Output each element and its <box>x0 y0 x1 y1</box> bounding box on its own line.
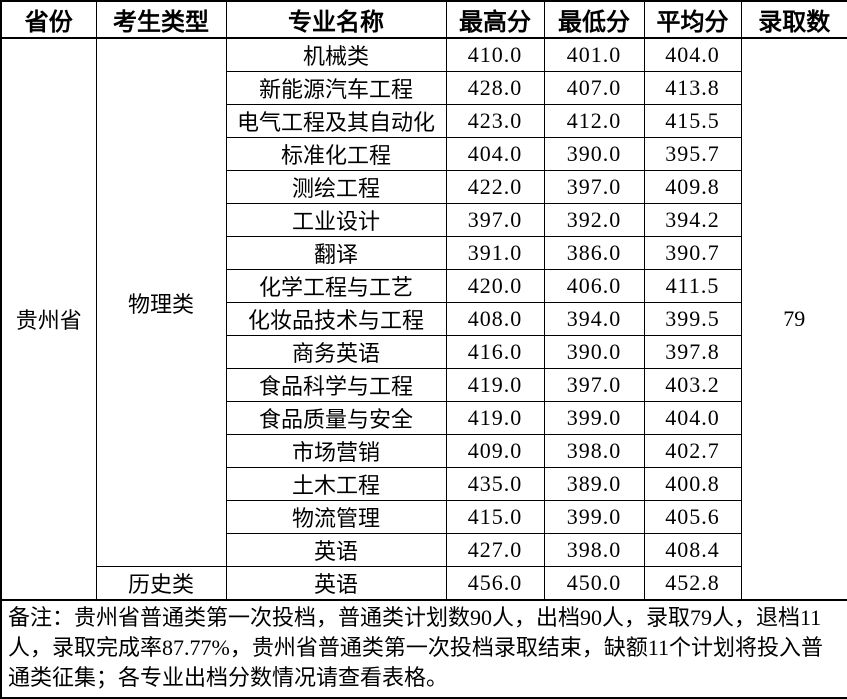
header-cell-province: 省份 <box>0 0 97 39</box>
major-cell: 英语 <box>225 533 447 567</box>
table-row: 市场营销 409.0 398.0 402.7 <box>1 434 847 468</box>
min-score-cell: 386.0 <box>543 236 645 270</box>
table-row: 贵州省 物理类 机械类 410.0 401.0 404.0 79 <box>0 37 847 601</box>
table-row: 测绘工程 422.0 397.0 409.8 <box>1 170 847 204</box>
avg-score-cell: 395.7 <box>643 137 742 171</box>
table-row: 历史类 英语 456.0 450.0 452.8 <box>1 566 847 601</box>
min-score-cell: 394.0 <box>543 302 645 336</box>
max-score-cell: 410.0 <box>445 37 545 72</box>
major-cell: 食品质量与安全 <box>225 401 447 435</box>
major-cell: 工业设计 <box>225 203 447 237</box>
min-score-cell: 390.0 <box>543 137 645 171</box>
header-cell-admit-count: 录取数 <box>740 0 847 39</box>
min-score-cell: 389.0 <box>543 467 645 501</box>
major-cell: 市场营销 <box>225 434 447 468</box>
avg-score-cell: 405.6 <box>643 500 742 534</box>
min-score-cell: 399.0 <box>543 500 645 534</box>
max-score-cell: 415.0 <box>445 500 545 534</box>
major-cell: 土木工程 <box>225 467 447 501</box>
max-score-cell: 391.0 <box>445 236 545 270</box>
min-score-cell: 397.0 <box>543 170 645 204</box>
avg-score-cell: 411.5 <box>643 269 742 303</box>
min-score-cell: 406.0 <box>543 269 645 303</box>
note-row: 备注：贵州省普通类第一次投档，普通类计划数90人，出档90人，录取79人，退档1… <box>0 599 847 699</box>
major-cell: 化学工程与工艺 <box>225 269 447 303</box>
major-cell: 新能源汽车工程 <box>225 71 447 105</box>
max-score-cell: 420.0 <box>445 269 545 303</box>
table-row: 翻译 391.0 386.0 390.7 <box>1 236 847 270</box>
min-score-cell: 392.0 <box>543 203 645 237</box>
avg-score-cell: 397.8 <box>643 335 742 369</box>
max-score-cell: 428.0 <box>445 71 545 105</box>
major-cell: 翻译 <box>225 236 447 270</box>
avg-score-cell: 409.8 <box>643 170 742 204</box>
min-score-cell: 401.0 <box>543 37 645 72</box>
note-cell: 备注：贵州省普通类第一次投档，普通类计划数90人，出档90人，录取79人，退档1… <box>0 599 847 699</box>
max-score-cell: 409.0 <box>445 434 545 468</box>
major-cell: 电气工程及其自动化 <box>225 104 447 138</box>
max-score-cell: 423.0 <box>445 104 545 138</box>
avg-score-cell: 403.2 <box>643 368 742 402</box>
max-score-cell: 419.0 <box>445 368 545 402</box>
min-score-cell: 450.0 <box>543 566 645 601</box>
max-score-cell: 427.0 <box>445 533 545 567</box>
avg-score-cell: 394.2 <box>643 203 742 237</box>
min-score-cell: 412.0 <box>543 104 645 138</box>
min-score-cell: 390.0 <box>543 335 645 369</box>
header-cell-avg-score: 平均分 <box>643 0 742 39</box>
major-cell: 测绘工程 <box>225 170 447 204</box>
major-cell: 英语 <box>225 566 447 601</box>
table-row: 英语 427.0 398.0 408.4 <box>1 533 847 567</box>
major-cell: 商务英语 <box>225 335 447 369</box>
avg-score-cell: 415.5 <box>643 104 742 138</box>
avg-score-cell: 413.8 <box>643 71 742 105</box>
candidate-type-history-cell: 历史类 <box>95 566 227 601</box>
header-cell-max-score: 最高分 <box>445 0 545 39</box>
header-row: 省份 考生类型 专业名称 最高分 最低分 平均分 录取数 <box>0 0 847 39</box>
major-cell: 标准化工程 <box>225 137 447 171</box>
table-row: 食品科学与工程 419.0 397.0 403.2 <box>1 368 847 402</box>
table-row: 食品质量与安全 419.0 399.0 404.0 <box>1 401 847 435</box>
avg-score-cell: 399.5 <box>643 302 742 336</box>
min-score-cell: 407.0 <box>543 71 645 105</box>
min-score-cell: 398.0 <box>543 533 645 567</box>
max-score-cell: 408.0 <box>445 302 545 336</box>
avg-score-cell: 400.8 <box>643 467 742 501</box>
admit-count-cell: 79 <box>740 37 847 601</box>
avg-score-cell: 452.8 <box>643 566 742 601</box>
table-row: 化学工程与工艺 420.0 406.0 411.5 <box>1 269 847 303</box>
avg-score-cell: 404.0 <box>643 37 742 72</box>
province-cell: 贵州省 <box>0 37 97 601</box>
major-cell: 物流管理 <box>225 500 447 534</box>
max-score-cell: 419.0 <box>445 401 545 435</box>
avg-score-cell: 390.7 <box>643 236 742 270</box>
table-row: 标准化工程 404.0 390.0 395.7 <box>1 137 847 171</box>
table-row: 工业设计 397.0 392.0 394.2 <box>1 203 847 237</box>
max-score-cell: 456.0 <box>445 566 545 601</box>
max-score-cell: 416.0 <box>445 335 545 369</box>
major-cell: 化妆品技术与工程 <box>225 302 447 336</box>
min-score-cell: 399.0 <box>543 401 645 435</box>
major-cell: 食品科学与工程 <box>225 368 447 402</box>
max-score-cell: 435.0 <box>445 467 545 501</box>
header-cell-major-name: 专业名称 <box>225 0 447 39</box>
avg-score-cell: 408.4 <box>643 533 742 567</box>
table-row: 商务英语 416.0 390.0 397.8 <box>1 335 847 369</box>
header-cell-candidate-type: 考生类型 <box>95 0 227 39</box>
max-score-cell: 422.0 <box>445 170 545 204</box>
max-score-cell: 397.0 <box>445 203 545 237</box>
major-cell: 机械类 <box>225 37 447 72</box>
avg-score-cell: 402.7 <box>643 434 742 468</box>
candidate-type-physics-cell: 物理类 <box>95 37 227 567</box>
min-score-cell: 398.0 <box>543 434 645 468</box>
max-score-cell: 404.0 <box>445 137 545 171</box>
avg-score-cell: 404.0 <box>643 401 742 435</box>
header-cell-min-score: 最低分 <box>543 0 645 39</box>
min-score-cell: 397.0 <box>543 368 645 402</box>
